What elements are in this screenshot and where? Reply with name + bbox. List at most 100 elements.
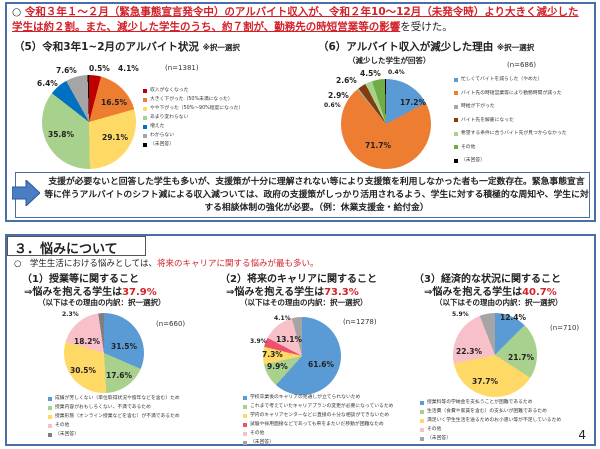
q1-pct-value: 37.9% [122,287,157,298]
chart6-title-note: ※択一選択 [496,43,535,52]
q3-pct-value: 40.7% [522,287,557,298]
legend-swatch-icon [454,145,458,150]
q3-percent: ⇒悩みを抱える学生は40.7% [424,283,557,298]
legend-item: 大きく下がった（50%未満になった） [143,95,243,104]
chart5-pie [42,75,136,169]
q3-n: (n=710) [550,324,580,332]
q1-note: （以下はその理由の内訳：択一選択） [38,298,166,307]
legend-label: これまで考えていたキャリアプランの変更が必要になっているため [250,404,394,409]
legend-item: 授業形態（オンライン授業などを含む）が不満であるため [48,412,180,421]
legend-item: 授業内容がおもしろくない、不満であるため [48,403,180,412]
legend-item: （未回答） [143,140,243,149]
chart6-title: （6）アルバイト収入が減少した理由 ※択一選択 [318,39,534,54]
legend-label: 生活費（食費や家賃を含む）の支払いが困難であるため [427,409,547,414]
q1-title: （1）授業等に関すること [22,274,139,285]
q2-legend: 学校卒業後のキャリアの見通しが立てられないため これまで考えていたキャリアプラン… [243,393,393,447]
q3-title: （3）経済的な状況に関すること [414,274,561,285]
legend-label: わからない [150,133,174,138]
legend-item: （未回答） [48,430,180,439]
q1-label: 17.6% [106,371,133,380]
q1-label: 31.5% [111,342,138,351]
legend-swatch-icon [454,131,458,136]
chart6-title-text: （6）アルバイト収入が減少した理由 [318,41,494,53]
legend-item: 忙しくてバイトを減らした（やめた） [454,73,567,87]
legend-swatch-icon [48,396,52,401]
section-heading: ３．悩みについて [7,236,146,257]
legend-swatch-icon [243,413,247,418]
legend-swatch-icon [454,104,458,109]
q2-note: （以下はその理由の内訳：択一選択） [240,298,368,307]
legend-item: バイト先の時短営業等により勤務時間が減った [454,87,567,101]
q2-label: 9.9% [267,362,288,371]
legend-item: 増えた [143,122,243,131]
legend-label: やや下がった（50%～90%程度になった） [150,106,244,111]
legend-item: あまり変わらない [143,113,243,122]
legend-label: その他 [427,427,442,432]
legend-swatch-icon [143,115,147,120]
legend-swatch-icon [143,97,147,102]
q3-label: 12.4% [500,313,527,322]
legend-swatch-icon [143,142,147,147]
chart5-label: 35.8% [48,130,75,139]
q2-pct-prefix: ⇒悩みを抱える学生は [226,287,325,298]
q1-percent: ⇒悩みを抱える学生は37.9% [24,283,157,298]
legend-item: その他 [454,141,567,155]
q2-pie [263,317,341,395]
legend-item: （未回答） [420,434,561,443]
legend-item: その他 [420,425,561,434]
chart5-legend: 収入がなくなった 大きく下がった（50%未満になった） やや下がった（50%～9… [143,86,243,149]
legend-swatch-icon [48,414,52,419]
right-arrow-icon [12,180,40,206]
chart6-label: 0.6% [324,102,341,109]
chart6-label: 17.2% [400,98,427,107]
q1-label: 2.3% [62,311,79,318]
legend-label: バイト先の時短営業等により勤務時間が減った [461,90,562,96]
q3-legend: 授業料等の学納金を支払うことが困難であるため 生活費（食費や家賃を含む）の支払い… [420,398,561,443]
legend-item: わからない [143,131,243,140]
headline-bullet: ○ [12,6,22,18]
legend-label: （未回答） [150,142,174,147]
legend-swatch-icon [454,91,458,96]
chart6-subtitle: （減少した学生が回答） [348,56,431,65]
chart5-label: 0.5% [89,64,110,73]
chart6-label: 71.7% [365,141,392,150]
legend-item: 収入がなくなった [143,86,243,95]
legend-swatch-icon [243,395,247,400]
legend-swatch-icon [143,124,147,129]
legend-swatch-icon [48,423,52,428]
q2-label: 3.9% [250,338,267,345]
chart6-pie [341,79,431,169]
legend-swatch-icon [48,432,52,437]
q3-label: 37.7% [472,377,499,386]
legend-label: （未回答） [250,440,274,445]
legend-item: 生活費（食費や家賃を含む）の支払いが困難であるため [420,407,561,416]
q3-pct-prefix: ⇒悩みを抱える学生は [424,287,523,298]
legend-item: これまで考えていたキャリアプランの変更が必要になっているため [243,402,393,411]
q2-title: （2）将来のキャリアに関すること [220,274,377,285]
q3-pie [453,313,537,397]
legend-item: 授業料等の学納金を支払うことが困難であるため [420,398,561,407]
legend-label: あまり変わらない [150,115,189,120]
legend-swatch-icon [243,440,247,445]
legend-item: その他 [48,421,180,430]
legend-swatch-icon [420,427,424,432]
legend-swatch-icon [243,422,247,427]
legend-label: その他 [461,144,476,150]
chart5-label: 16.5% [101,98,128,107]
lead-emphasis: 将来のキャリアに関する悩みが最も多い。 [157,259,319,269]
legend-swatch-icon [243,431,247,436]
legend-label: 学内のキャリアセンターなどに直接の十分な相談ができないため [250,413,390,418]
legend-label: 希望する条件に合うバイト先が見つからなかった [461,131,567,136]
chart6-n: (n=686) [507,61,537,69]
q3-label: 22.3% [456,347,483,356]
q1-label: 18.2% [74,337,101,346]
legend-item: その他 [243,429,393,438]
chart5-label: 4.1% [118,64,139,73]
legend-swatch-icon [143,88,147,93]
chart5-label: 7.6% [56,66,77,75]
legend-label: 収入がなくなった [150,88,189,93]
headline-emphasis: 令和３年１～２月（緊急事態宣言発令中）のアルバイト収入が、令和２年10～12月（… [12,6,579,33]
bottom-panel [5,234,596,446]
legend-label: 大きく下がった（50%未満になった） [150,97,233,102]
legend-item: 学内のキャリアセンターなどに直接の十分な相談ができないため [243,411,393,420]
